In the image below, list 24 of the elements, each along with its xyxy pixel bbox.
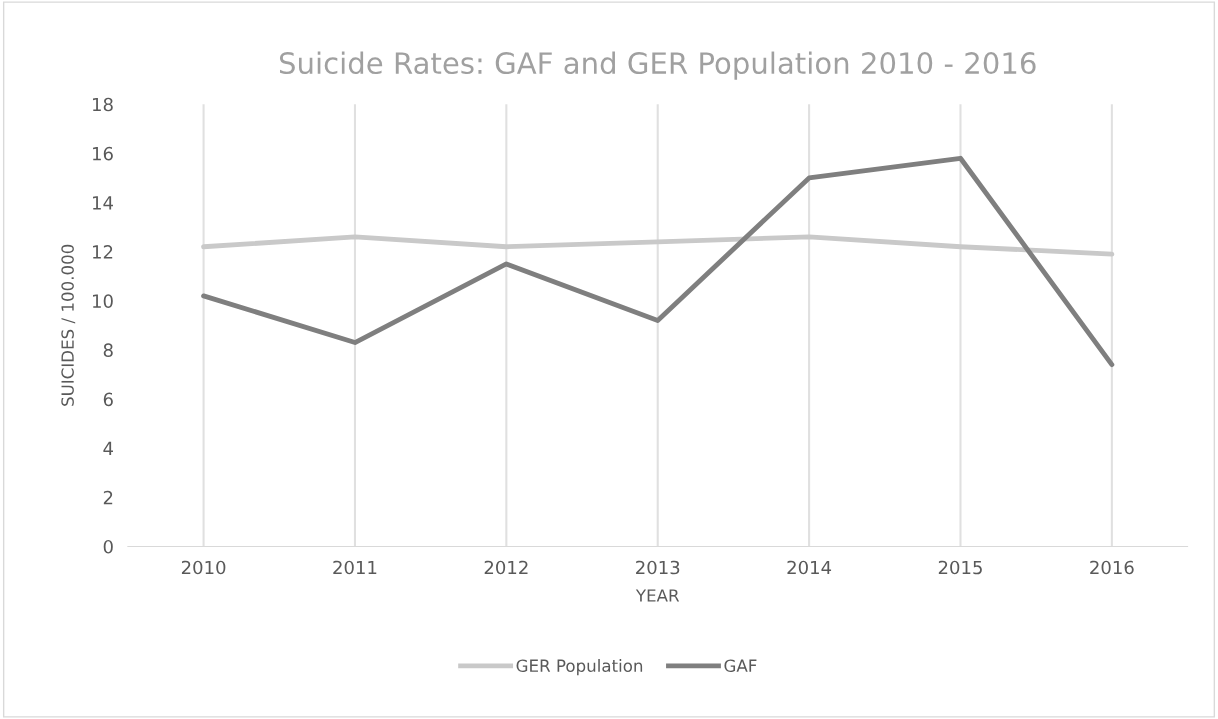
y-axis-title: SUICIDES / 100.000 [61, 244, 76, 406]
y-tick-label: 0 [103, 539, 113, 554]
y-tick-label: 18 [93, 97, 113, 112]
x-tick-label: 2012 [484, 560, 528, 575]
legend-label: GER Population [516, 659, 643, 676]
y-tick-label: 2 [103, 490, 113, 505]
x-tick-label: 2011 [333, 560, 377, 575]
x-tick-label: 2016 [1090, 560, 1134, 575]
x-tick-label: 2010 [181, 560, 226, 575]
chart-title: Suicide Rates: GAF and GER Population 2010 - 2016 [279, 51, 1036, 80]
x-axis-title: YEAR [635, 589, 680, 602]
y-tick-label: 16 [93, 146, 113, 161]
legend-label: GAF [724, 659, 757, 673]
x-tick-label: 2013 [636, 560, 680, 575]
line-series [201, 155, 1115, 368]
line-series [201, 234, 1115, 257]
y-tick-label: 10 [93, 294, 113, 308]
y-tick-label: 4 [103, 441, 113, 456]
y-tick-label: 8 [103, 343, 113, 358]
y-tick-label: 6 [103, 392, 113, 407]
x-tick-label: 2015 [938, 560, 982, 575]
x-tick-label: 2014 [787, 560, 832, 575]
y-tick-label: 14 [93, 196, 113, 210]
y-tick-label: 12 [93, 245, 113, 259]
